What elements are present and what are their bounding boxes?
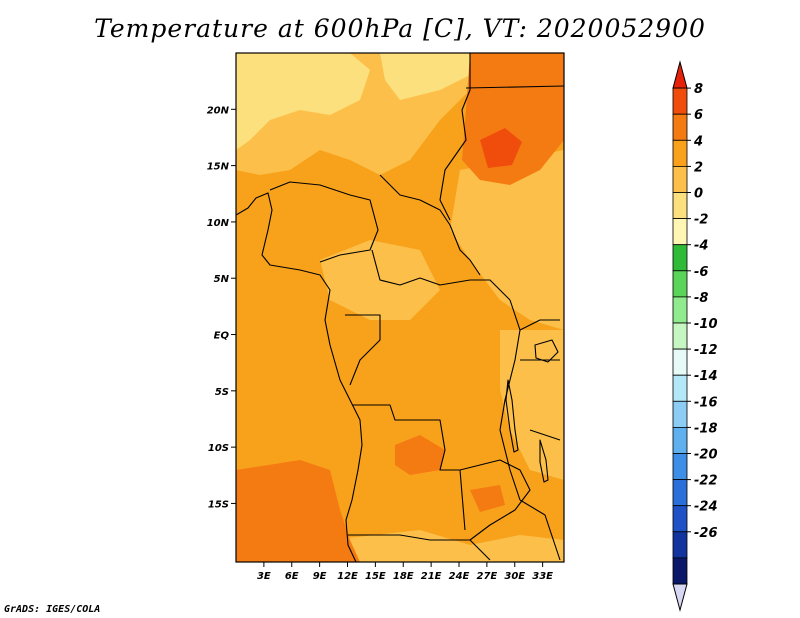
y-tick-label: 5N <box>214 274 230 285</box>
x-tick-label: 30E <box>504 571 525 582</box>
colorbar-cell <box>672 426 688 454</box>
y-tick-label: EQ <box>214 331 230 342</box>
x-tick-label: 6E <box>285 571 299 582</box>
colorbar-cell <box>672 374 688 402</box>
colorbar-cell <box>672 244 688 272</box>
x-tick-label: 33E <box>532 571 553 582</box>
border-angola-south <box>348 534 470 541</box>
colorbar-cell <box>672 348 688 376</box>
colorbar-label: -10 <box>694 317 718 332</box>
colorbar-cell <box>672 218 688 246</box>
y-tick-label: 5S <box>215 387 229 398</box>
y-tick-label: 10S <box>208 443 229 454</box>
colorbar-label: -14 <box>694 369 718 384</box>
border-sudan-north <box>465 85 564 89</box>
colorbar-label: -2 <box>694 213 708 228</box>
colorbar-cell <box>672 165 688 193</box>
colorbar-label: -20 <box>694 448 718 463</box>
x-tick-label: 24E <box>449 571 470 582</box>
colorbar-label: -22 <box>694 474 718 489</box>
field-band-cool-south <box>330 530 564 562</box>
lake-tanganyika <box>505 379 519 453</box>
field-band-cold-north-east <box>380 53 470 100</box>
colorbar: 8 6 4 2 0 -2 -4 -6 -8 -10 -12 -14 -16 -18 -20 -22 -24 -26 <box>672 60 718 613</box>
border-east-africa <box>519 319 561 561</box>
field-band-cold-north <box>236 53 370 150</box>
colorbar-cell <box>672 270 688 298</box>
colorbar-label: 2 <box>694 160 703 175</box>
y-axis: 20N 15N 10N 5N EQ 5S 10S 15S <box>207 105 236 510</box>
x-tick-label: 12E <box>337 571 358 582</box>
border-northern-sahel <box>269 181 379 263</box>
colorbar-label: 4 <box>693 134 703 149</box>
colorbar-bottom-triangle <box>672 583 688 613</box>
y-tick-label: 20N <box>207 105 230 116</box>
border-angola-north <box>352 404 466 531</box>
colorbar-cell <box>672 505 688 533</box>
colorbar-label: -8 <box>694 291 708 306</box>
border-zambia <box>459 459 531 561</box>
colorbar-label: -6 <box>694 265 708 280</box>
colorbar-label: -18 <box>694 421 718 436</box>
border-car <box>371 249 511 301</box>
colorbar-cell <box>672 479 688 507</box>
field-band-cool-east <box>450 150 564 330</box>
colorbar-label: -26 <box>694 526 718 541</box>
field-band-warm-southwest <box>236 460 360 562</box>
colorbar-top-triangle <box>672 60 688 89</box>
x-tick-label: 21E <box>421 571 442 582</box>
colorbar-label: -16 <box>694 395 718 410</box>
colorbar-label: -24 <box>694 500 718 515</box>
colorbar-cell <box>672 87 688 115</box>
border-libya-egypt <box>439 53 471 221</box>
x-tick-label: 18E <box>393 571 414 582</box>
temperature-field <box>236 53 564 562</box>
x-tick-label: 15E <box>365 571 386 582</box>
colorbar-cell <box>672 557 688 585</box>
colorbar-cell <box>672 453 688 481</box>
x-tick-label: 27E <box>477 571 498 582</box>
coastline-west <box>236 192 363 562</box>
field-band-hot-northeast <box>480 128 522 168</box>
x-axis: 3E 6E 9E 12E 15E 18E 21E 24E 27E 30E 33E <box>257 562 553 582</box>
field-band-warm-zambia <box>470 485 505 512</box>
lake-victoria <box>534 339 559 363</box>
y-tick-label: 10N <box>207 218 230 229</box>
field-band-cool-southeast <box>500 330 564 480</box>
colorbar-cell <box>672 113 688 141</box>
colorbar-cell <box>672 192 688 220</box>
border-congo <box>345 314 381 386</box>
colorbar-label: 0 <box>694 187 703 202</box>
colorbar-label: -12 <box>694 343 718 358</box>
colorbar-label: -4 <box>694 239 708 254</box>
field-band-warm-angola <box>395 435 445 475</box>
colorbar-cell <box>672 139 688 167</box>
lake-malawi <box>539 439 549 483</box>
country-borders <box>236 53 564 562</box>
colorbar-cell <box>672 531 688 559</box>
colorbar-label: 8 <box>694 82 703 97</box>
y-tick-label: 15N <box>207 162 230 173</box>
x-tick-label: 9E <box>313 571 327 582</box>
map-title: Temperature at 600hPa [C], VT: 202005290… <box>94 14 706 43</box>
grads-credit: GrADS: IGES/COLA <box>4 604 101 615</box>
colorbar-cell <box>672 296 688 324</box>
x-tick-label: 3E <box>257 571 271 582</box>
border-chad-east <box>379 174 481 276</box>
colorbar-cell <box>672 400 688 428</box>
colorbar-cell <box>672 322 688 350</box>
colorbar-label: 6 <box>694 108 703 123</box>
y-tick-label: 15S <box>208 499 229 510</box>
map-frame <box>235 52 565 563</box>
